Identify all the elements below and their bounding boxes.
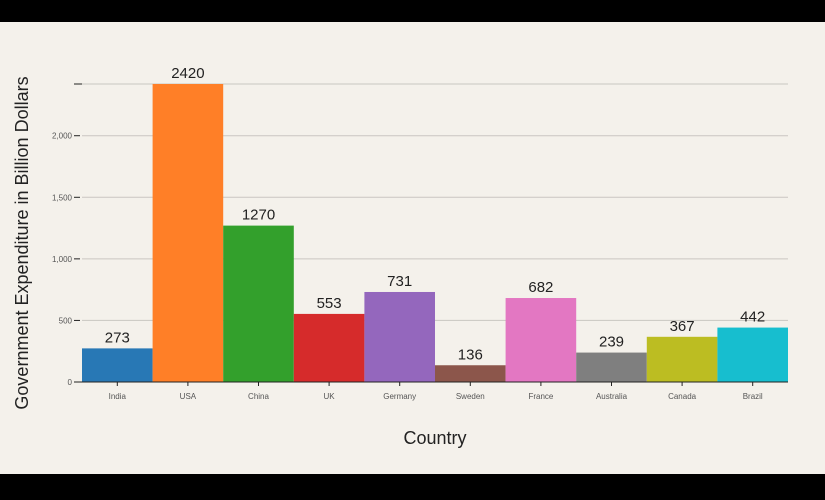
data-label: 2420	[171, 65, 204, 82]
bar-uk	[293, 313, 365, 382]
x-tick-label: Brazil	[743, 392, 763, 401]
x-tick-label: Sweden	[456, 392, 485, 401]
y-tick-label: 0	[68, 378, 73, 387]
x-tick-label: Australia	[596, 392, 628, 401]
bar-sweden	[435, 365, 506, 382]
chart-frame: 273 2420 1270 553 731 136 682 239 367 442 0 500 1,0…	[0, 22, 825, 474]
data-label: 442	[740, 309, 765, 326]
x-tick-label: Germany	[383, 392, 416, 401]
data-label: 1270	[242, 207, 275, 224]
bar-canada	[646, 336, 718, 382]
bar-china	[223, 225, 294, 382]
data-label: 682	[528, 279, 553, 296]
data-label: 136	[458, 346, 483, 363]
x-axis: India USA China UK Germany Sweden France Austra…	[109, 382, 763, 401]
data-label: 367	[670, 318, 695, 335]
x-tick-label: Canada	[668, 392, 697, 401]
bar-brazil	[717, 327, 788, 382]
y-tick-label: 2,000	[52, 132, 73, 141]
data-label: 273	[105, 329, 130, 346]
bar-australia	[576, 352, 647, 382]
bar-usa	[152, 84, 224, 382]
data-label: 731	[387, 273, 412, 290]
x-tick-label: China	[248, 392, 269, 401]
bar-india	[82, 348, 153, 382]
x-tick-label: France	[528, 392, 553, 401]
y-tick-label: 1,500	[52, 193, 73, 202]
data-label: 239	[599, 334, 624, 351]
x-axis-title: Country	[403, 428, 466, 448]
y-axis: 0 500 1,000 1,500 2,000	[52, 83, 82, 387]
bar-france	[505, 298, 577, 382]
x-tick-label: UK	[324, 392, 336, 401]
y-axis-title: Government Expenditure in Billion Dollar…	[12, 76, 32, 409]
x-tick-label: USA	[180, 392, 197, 401]
bar-chart: 273 2420 1270 553 731 136 682 239 367 442 0 500 1,0…	[12, 65, 788, 448]
bars	[82, 84, 788, 382]
y-tick-label: 1,000	[52, 255, 73, 264]
y-tick-label: 500	[59, 316, 73, 325]
data-label: 553	[317, 295, 342, 312]
data-labels: 273 2420 1270 553 731 136 682 239 367 442	[105, 65, 765, 363]
x-tick-label: India	[109, 392, 127, 401]
bar-germany	[364, 291, 435, 382]
